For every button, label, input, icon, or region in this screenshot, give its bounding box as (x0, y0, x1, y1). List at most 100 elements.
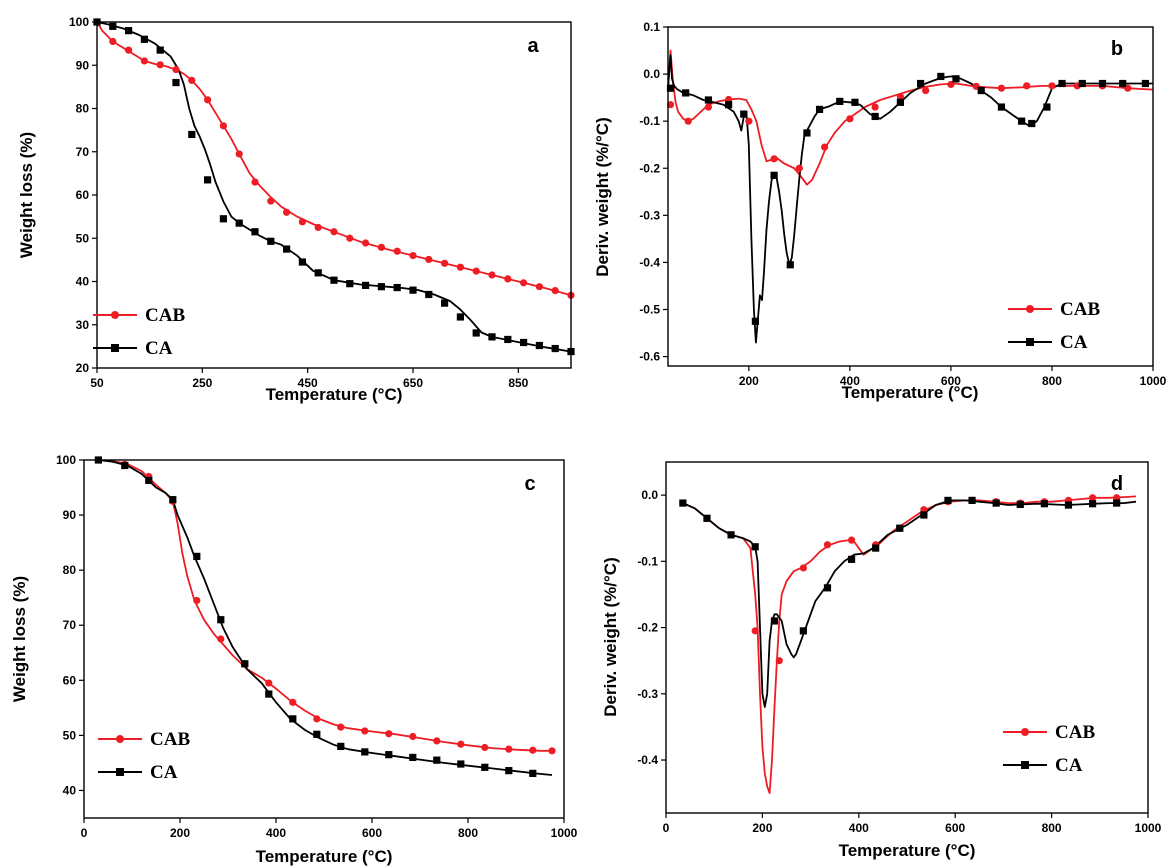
data-point-cab (283, 208, 291, 216)
legend-marker-circle (111, 311, 119, 319)
data-point-ca (441, 299, 449, 307)
data-point-ca (725, 101, 733, 109)
data-point-cab (947, 80, 955, 89)
data-point-cab (125, 46, 133, 54)
data-point-ca (871, 112, 879, 121)
data-point-ca (361, 748, 369, 756)
x-tick-label: 800 (458, 826, 478, 840)
data-point-cab (330, 228, 338, 236)
data-point-ca (1043, 103, 1051, 111)
data-point-ca (535, 341, 543, 350)
data-point-cab (666, 101, 675, 109)
x-tick-label: 650 (403, 376, 423, 390)
y-tick-label: 70 (76, 145, 90, 159)
data-point-ca (156, 46, 164, 54)
data-point-ca (666, 84, 675, 92)
y-tick-label: 20 (76, 361, 90, 375)
data-point-ca (337, 742, 345, 750)
x-tick-label: 600 (945, 821, 965, 835)
data-point-ca (125, 27, 133, 35)
y-tick-label: 40 (63, 783, 77, 797)
data-point-ca (1058, 79, 1066, 88)
legend-label-ca: CA (145, 338, 173, 359)
legend-marker-square (116, 768, 124, 776)
y-tick-label: 100 (56, 453, 76, 467)
data-point-ca (204, 176, 212, 184)
data-point-ca (433, 756, 441, 764)
series-line-ca (98, 459, 553, 776)
data-point-ca (803, 129, 811, 137)
data-point-ca (836, 97, 844, 105)
data-point-cab (799, 564, 807, 572)
data-point-cab (871, 103, 879, 111)
data-point-ca (770, 617, 779, 625)
x-tick-label: 0 (81, 826, 88, 840)
data-point-ca (109, 22, 117, 30)
data-point-ca (847, 555, 856, 563)
data-point-ca (1098, 79, 1107, 88)
data-point-cab (551, 286, 559, 295)
data-point-cab (1048, 82, 1056, 90)
data-point-cab (409, 251, 417, 260)
x-tick-label: 200 (739, 374, 759, 388)
data-point-ca (393, 283, 401, 292)
data-point-ca (1064, 501, 1073, 509)
legend: CAB CA (98, 729, 190, 783)
data-point-cab (377, 243, 385, 251)
x-tick-label: 800 (1042, 821, 1062, 835)
data-point-ca (997, 103, 1006, 111)
data-point-cab (251, 178, 259, 186)
data-point-cab (846, 115, 854, 123)
data-point-cab (472, 267, 480, 275)
data-point-ca (703, 514, 711, 522)
x-tick-label: 400 (840, 374, 860, 388)
plot-frame (667, 26, 1154, 367)
data-point-cab (362, 239, 370, 247)
y-axis-label: Weight loss (%) (10, 576, 29, 702)
data-point-ca (346, 280, 354, 288)
y-tick-label: -0.3 (639, 208, 660, 222)
y-tick-label: -0.6 (639, 350, 660, 364)
y-tick-label: 50 (76, 231, 90, 245)
data-point-ca (851, 98, 859, 106)
data-point-cab (795, 164, 803, 172)
legend: CAB CA (93, 305, 185, 359)
data-point-cab (385, 730, 393, 738)
data-point-ca (217, 616, 225, 624)
x-tick-label: 1000 (1135, 821, 1162, 835)
data-point-cab (393, 247, 401, 255)
legend-label-cab: CAB (150, 729, 190, 750)
data-point-cab (751, 627, 759, 635)
legend-marker-circle (1026, 305, 1034, 313)
data-point-ca (140, 35, 148, 43)
data-point-ca (977, 86, 985, 95)
data-point-ca (968, 496, 976, 505)
y-tick-label: 60 (76, 188, 90, 202)
chart-panel-b: 200 400 600 800 1000 0.1 0.0 -0.1 -0.2 -0.3 -0.4 -0… (593, 20, 1167, 402)
y-axis-label: Deriv. weight (%/°C) (601, 557, 620, 717)
data-point-ca (1078, 79, 1086, 88)
y-tick-label: 60 (63, 673, 77, 687)
data-point-cab (361, 727, 369, 735)
series-line-ca (682, 499, 1137, 708)
data-point-cab (847, 536, 856, 544)
data-point-cab (267, 197, 275, 205)
y-tick-label: -0.2 (637, 621, 658, 635)
data-point-cab (504, 275, 512, 283)
y-tick-label: -0.2 (639, 161, 660, 175)
data-point-ca (551, 344, 559, 353)
series-line-cab (96, 21, 572, 297)
x-tick-label: 800 (1042, 374, 1062, 388)
data-point-ca (409, 286, 417, 294)
data-point-cab (433, 737, 441, 745)
legend-label-cab: CAB (1060, 299, 1100, 320)
data-point-ca (896, 524, 904, 532)
data-point-cab (298, 218, 306, 226)
data-point-ca (1040, 500, 1048, 508)
data-point-ca (770, 171, 778, 179)
data-point-cab (265, 679, 273, 687)
data-point-cab (488, 271, 496, 279)
data-point-cab (922, 86, 930, 95)
data-point-ca (481, 763, 489, 771)
data-point-ca (188, 130, 196, 139)
